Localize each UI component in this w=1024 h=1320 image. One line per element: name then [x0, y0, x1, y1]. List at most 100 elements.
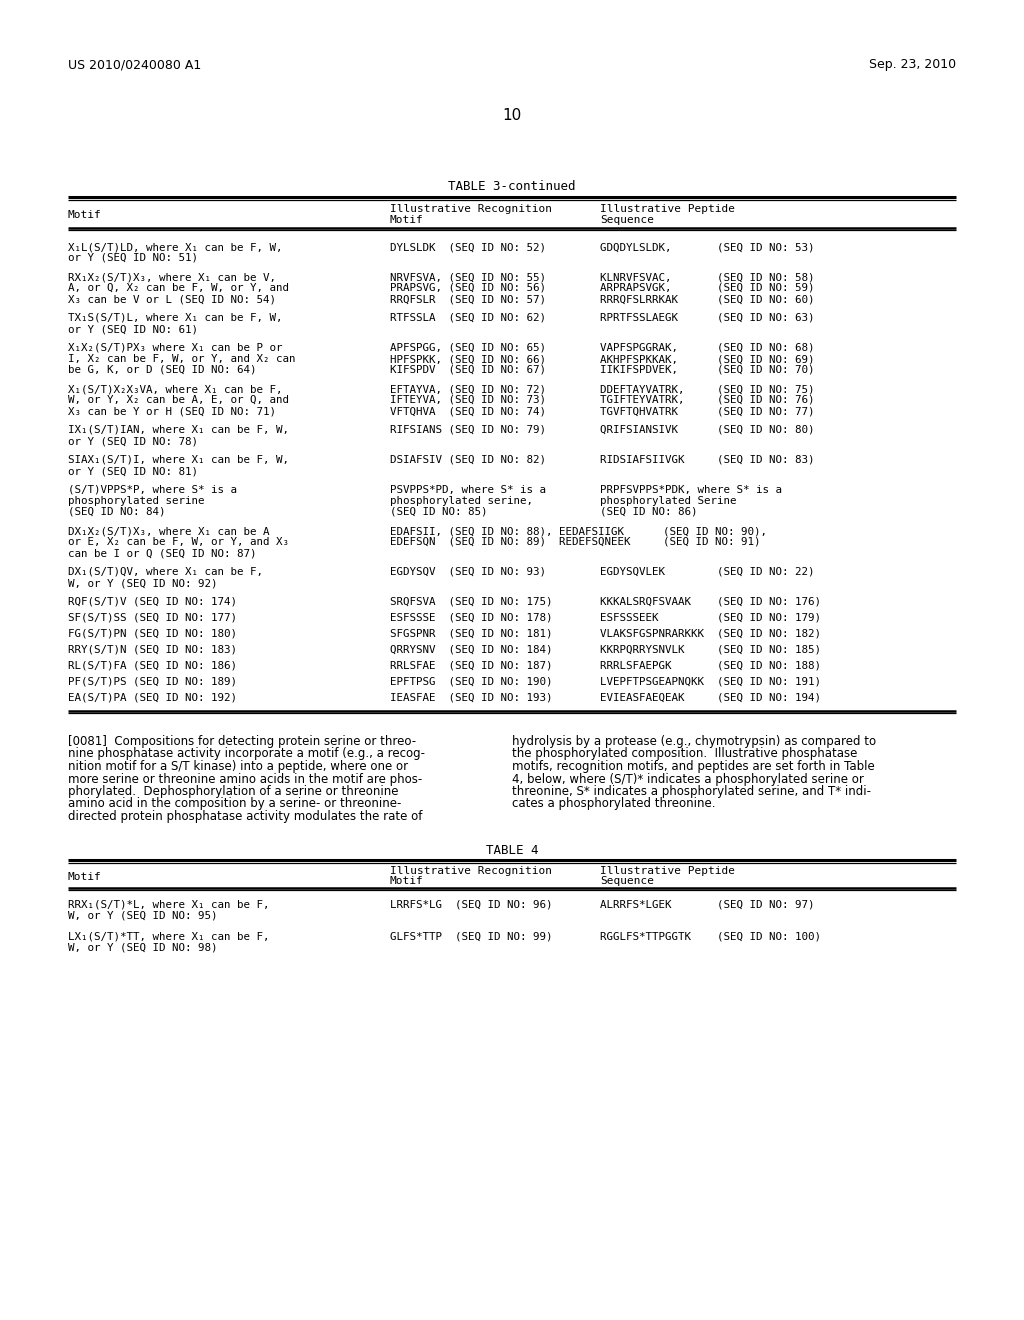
- Text: be G, K, or D (SEQ ID NO: 64): be G, K, or D (SEQ ID NO: 64): [68, 366, 256, 375]
- Text: Motif: Motif: [68, 871, 101, 882]
- Text: EGDYSQVLEK        (SEQ ID NO: 22): EGDYSQVLEK (SEQ ID NO: 22): [600, 568, 814, 577]
- Text: LVEPFTPSGEAPNQKK  (SEQ ID NO: 191): LVEPFTPSGEAPNQKK (SEQ ID NO: 191): [600, 677, 821, 686]
- Text: W, or Y, X₂ can be A, E, or Q, and: W, or Y, X₂ can be A, E, or Q, and: [68, 395, 289, 405]
- Text: hydrolysis by a protease (e.g., chymotrypsin) as compared to: hydrolysis by a protease (e.g., chymotry…: [512, 735, 877, 748]
- Text: SIAX₁(S/T)I, where X₁ can be F, W,: SIAX₁(S/T)I, where X₁ can be F, W,: [68, 455, 289, 465]
- Text: GDQDYLSLDK,       (SEQ ID NO: 53): GDQDYLSLDK, (SEQ ID NO: 53): [600, 242, 814, 252]
- Text: HPFSPKK, (SEQ ID NO: 66): HPFSPKK, (SEQ ID NO: 66): [390, 354, 546, 364]
- Text: (SEQ ID NO: 85): (SEQ ID NO: 85): [390, 507, 487, 517]
- Text: ESFSSSE  (SEQ ID NO: 178): ESFSSSE (SEQ ID NO: 178): [390, 612, 553, 623]
- Text: A, or Q, X₂ can be F, W, or Y, and: A, or Q, X₂ can be F, W, or Y, and: [68, 282, 289, 293]
- Text: NRVFSVA, (SEQ ID NO: 55): NRVFSVA, (SEQ ID NO: 55): [390, 272, 546, 282]
- Text: VFTQHVA  (SEQ ID NO: 74): VFTQHVA (SEQ ID NO: 74): [390, 407, 546, 416]
- Text: RRX₁(S/T)*L, where X₁ can be F,: RRX₁(S/T)*L, where X₁ can be F,: [68, 899, 269, 909]
- Text: KIFSPDV  (SEQ ID NO: 67): KIFSPDV (SEQ ID NO: 67): [390, 366, 546, 375]
- Text: DX₁X₂(S/T)X₃, where X₁ can be A: DX₁X₂(S/T)X₃, where X₁ can be A: [68, 525, 269, 536]
- Text: SRQFSVA  (SEQ ID NO: 175): SRQFSVA (SEQ ID NO: 175): [390, 597, 553, 607]
- Text: X₁(S/T)X₂X₃VA, where X₁ can be F,: X₁(S/T)X₂X₃VA, where X₁ can be F,: [68, 384, 283, 393]
- Text: W, or Y (SEQ ID NO: 98): W, or Y (SEQ ID NO: 98): [68, 942, 217, 953]
- Text: LRRFS*LG  (SEQ ID NO: 96): LRRFS*LG (SEQ ID NO: 96): [390, 899, 553, 909]
- Text: IEASFAE  (SEQ ID NO: 193): IEASFAE (SEQ ID NO: 193): [390, 693, 553, 704]
- Text: or Y (SEQ ID NO: 78): or Y (SEQ ID NO: 78): [68, 436, 198, 446]
- Text: IIKIFSPDVEK,      (SEQ ID NO: 70): IIKIFSPDVEK, (SEQ ID NO: 70): [600, 366, 814, 375]
- Text: RGGLFS*TTPGGTK    (SEQ ID NO: 100): RGGLFS*TTPGGTK (SEQ ID NO: 100): [600, 932, 821, 941]
- Text: KKKALSRQFSVAAK    (SEQ ID NO: 176): KKKALSRQFSVAAK (SEQ ID NO: 176): [600, 597, 821, 607]
- Text: W, or Y (SEQ ID NO: 92): W, or Y (SEQ ID NO: 92): [68, 578, 217, 587]
- Text: AKHPFSPKKAK,      (SEQ ID NO: 69): AKHPFSPKKAK, (SEQ ID NO: 69): [600, 354, 814, 364]
- Text: (SEQ ID NO: 86): (SEQ ID NO: 86): [600, 507, 697, 517]
- Text: X₃ can be Y or H (SEQ ID NO: 71): X₃ can be Y or H (SEQ ID NO: 71): [68, 407, 276, 416]
- Text: I, X₂ can be F, W, or Y, and X₂ can: I, X₂ can be F, W, or Y, and X₂ can: [68, 354, 296, 364]
- Text: VLAKSFGSPNRARKKK  (SEQ ID NO: 182): VLAKSFGSPNRARKKK (SEQ ID NO: 182): [600, 630, 821, 639]
- Text: PSVPPS*PD, where S* is a: PSVPPS*PD, where S* is a: [390, 484, 546, 495]
- Text: IX₁(S/T)IAN, where X₁ can be F, W,: IX₁(S/T)IAN, where X₁ can be F, W,: [68, 425, 289, 436]
- Text: TABLE 4: TABLE 4: [485, 845, 539, 858]
- Text: Motif: Motif: [390, 876, 424, 887]
- Text: Illustrative Recognition: Illustrative Recognition: [390, 205, 552, 214]
- Text: 4, below, where (S/T)* indicates a phosphorylated serine or: 4, below, where (S/T)* indicates a phosp…: [512, 772, 864, 785]
- Text: EPFTPSG  (SEQ ID NO: 190): EPFTPSG (SEQ ID NO: 190): [390, 677, 553, 686]
- Text: KKRPQRRYSNVLK     (SEQ ID NO: 185): KKRPQRRYSNVLK (SEQ ID NO: 185): [600, 645, 821, 655]
- Text: more serine or threonine amino acids in the motif are phos-: more serine or threonine amino acids in …: [68, 772, 422, 785]
- Text: X₁X₂(S/T)PX₃ where X₁ can be P or: X₁X₂(S/T)PX₃ where X₁ can be P or: [68, 343, 283, 352]
- Text: RTFSSLA  (SEQ ID NO: 62): RTFSSLA (SEQ ID NO: 62): [390, 313, 546, 323]
- Text: GLFS*TTP  (SEQ ID NO: 99): GLFS*TTP (SEQ ID NO: 99): [390, 932, 553, 941]
- Text: IFTEYVA, (SEQ ID NO: 73): IFTEYVA, (SEQ ID NO: 73): [390, 395, 546, 405]
- Text: US 2010/0240080 A1: US 2010/0240080 A1: [68, 58, 202, 71]
- Text: RRRLSFAEPGK       (SEQ ID NO: 188): RRRLSFAEPGK (SEQ ID NO: 188): [600, 661, 821, 671]
- Text: TABLE 3-continued: TABLE 3-continued: [449, 180, 575, 193]
- Text: FG(S/T)PN (SEQ ID NO: 180): FG(S/T)PN (SEQ ID NO: 180): [68, 630, 237, 639]
- Text: Illustrative Recognition: Illustrative Recognition: [390, 866, 552, 875]
- Text: TX₁S(S/T)L, where X₁ can be F, W,: TX₁S(S/T)L, where X₁ can be F, W,: [68, 313, 283, 323]
- Text: PRAPSVG, (SEQ ID NO: 56): PRAPSVG, (SEQ ID NO: 56): [390, 282, 546, 293]
- Text: EDEFSQN  (SEQ ID NO: 89)  REDEFSQNEEK     (SEQ ID NO: 91): EDEFSQN (SEQ ID NO: 89) REDEFSQNEEK (SEQ…: [390, 537, 761, 546]
- Text: QRIFSIANSIVK      (SEQ ID NO: 80): QRIFSIANSIVK (SEQ ID NO: 80): [600, 425, 814, 436]
- Text: nition motif for a S/T kinase) into a peptide, where one or: nition motif for a S/T kinase) into a pe…: [68, 760, 409, 774]
- Text: RPRTFSSLAEGK      (SEQ ID NO: 63): RPRTFSSLAEGK (SEQ ID NO: 63): [600, 313, 814, 323]
- Text: RIFSIANS (SEQ ID NO: 79): RIFSIANS (SEQ ID NO: 79): [390, 425, 546, 436]
- Text: EDAFSII, (SEQ ID NO: 88), EEDAFSIIGK      (SEQ ID NO: 90),: EDAFSII, (SEQ ID NO: 88), EEDAFSIIGK (SE…: [390, 525, 767, 536]
- Text: or Y (SEQ ID NO: 81): or Y (SEQ ID NO: 81): [68, 466, 198, 477]
- Text: VAPFSPGGRAK,      (SEQ ID NO: 68): VAPFSPGGRAK, (SEQ ID NO: 68): [600, 343, 814, 352]
- Text: can be I or Q (SEQ ID NO: 87): can be I or Q (SEQ ID NO: 87): [68, 548, 256, 558]
- Text: motifs, recognition motifs, and peptides are set forth in Table: motifs, recognition motifs, and peptides…: [512, 760, 874, 774]
- Text: Sep. 23, 2010: Sep. 23, 2010: [869, 58, 956, 71]
- Text: phosphorylated Serine: phosphorylated Serine: [600, 496, 736, 506]
- Text: W, or Y (SEQ ID NO: 95): W, or Y (SEQ ID NO: 95): [68, 911, 217, 920]
- Text: APFSPGG, (SEQ ID NO: 65): APFSPGG, (SEQ ID NO: 65): [390, 343, 546, 352]
- Text: Motif: Motif: [390, 215, 424, 224]
- Text: RL(S/T)FA (SEQ ID NO: 186): RL(S/T)FA (SEQ ID NO: 186): [68, 661, 237, 671]
- Text: ALRRFS*LGEK       (SEQ ID NO: 97): ALRRFS*LGEK (SEQ ID NO: 97): [600, 899, 814, 909]
- Text: Sequence: Sequence: [600, 876, 654, 887]
- Text: X₃ can be V or L (SEQ ID NO: 54): X₃ can be V or L (SEQ ID NO: 54): [68, 294, 276, 304]
- Text: RRLSFAE  (SEQ ID NO: 187): RRLSFAE (SEQ ID NO: 187): [390, 661, 553, 671]
- Text: DDEFTAYVATRK,     (SEQ ID NO: 75): DDEFTAYVATRK, (SEQ ID NO: 75): [600, 384, 814, 393]
- Text: DSIAFSIV (SEQ ID NO: 82): DSIAFSIV (SEQ ID NO: 82): [390, 455, 546, 465]
- Text: DYLSLDK  (SEQ ID NO: 52): DYLSLDK (SEQ ID NO: 52): [390, 242, 546, 252]
- Text: threonine, S* indicates a phosphorylated serine, and T* indi-: threonine, S* indicates a phosphorylated…: [512, 785, 871, 799]
- Text: RRRQFSLRRKAK      (SEQ ID NO: 60): RRRQFSLRRKAK (SEQ ID NO: 60): [600, 294, 814, 304]
- Text: PF(S/T)PS (SEQ ID NO: 189): PF(S/T)PS (SEQ ID NO: 189): [68, 677, 237, 686]
- Text: or E, X₂ can be F, W, or Y, and X₃: or E, X₂ can be F, W, or Y, and X₃: [68, 537, 289, 546]
- Text: (SEQ ID NO: 84): (SEQ ID NO: 84): [68, 507, 166, 517]
- Text: RRY(S/T)N (SEQ ID NO: 183): RRY(S/T)N (SEQ ID NO: 183): [68, 645, 237, 655]
- Text: phosphorylated serine,: phosphorylated serine,: [390, 496, 534, 506]
- Text: 10: 10: [503, 108, 521, 123]
- Text: phosphorylated serine: phosphorylated serine: [68, 496, 205, 506]
- Text: SF(S/T)SS (SEQ ID NO: 177): SF(S/T)SS (SEQ ID NO: 177): [68, 612, 237, 623]
- Text: PRPFSVPPS*PDK, where S* is a: PRPFSVPPS*PDK, where S* is a: [600, 484, 782, 495]
- Text: nine phosphatase activity incorporate a motif (e.g., a recog-: nine phosphatase activity incorporate a …: [68, 747, 425, 760]
- Text: or Y (SEQ ID NO: 51): or Y (SEQ ID NO: 51): [68, 253, 198, 263]
- Text: cates a phosphorylated threonine.: cates a phosphorylated threonine.: [512, 797, 716, 810]
- Text: SFGSPNR  (SEQ ID NO: 181): SFGSPNR (SEQ ID NO: 181): [390, 630, 553, 639]
- Text: LX₁(S/T)*TT, where X₁ can be F,: LX₁(S/T)*TT, where X₁ can be F,: [68, 932, 269, 941]
- Text: phorylated.  Dephosphorylation of a serine or threonine: phorylated. Dephosphorylation of a serin…: [68, 785, 398, 799]
- Text: EGDYSQV  (SEQ ID NO: 93): EGDYSQV (SEQ ID NO: 93): [390, 568, 546, 577]
- Text: or Y (SEQ ID NO: 61): or Y (SEQ ID NO: 61): [68, 323, 198, 334]
- Text: Sequence: Sequence: [600, 215, 654, 224]
- Text: EA(S/T)PA (SEQ ID NO: 192): EA(S/T)PA (SEQ ID NO: 192): [68, 693, 237, 704]
- Text: QRRYSNV  (SEQ ID NO: 184): QRRYSNV (SEQ ID NO: 184): [390, 645, 553, 655]
- Text: RRQFSLR  (SEQ ID NO: 57): RRQFSLR (SEQ ID NO: 57): [390, 294, 546, 304]
- Text: EFTAYVA, (SEQ ID NO: 72): EFTAYVA, (SEQ ID NO: 72): [390, 384, 546, 393]
- Text: directed protein phosphatase activity modulates the rate of: directed protein phosphatase activity mo…: [68, 810, 422, 822]
